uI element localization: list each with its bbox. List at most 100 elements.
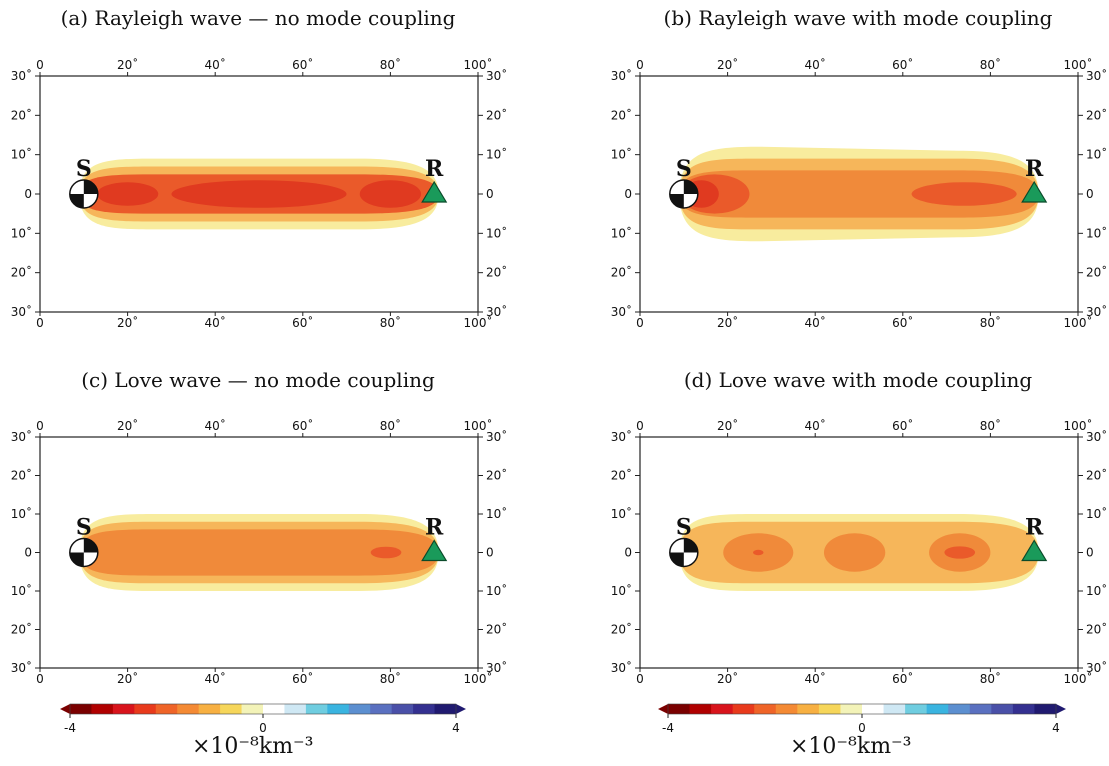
colorbar-segment [818,704,841,714]
x-tick-label-bottom: 0 [36,672,44,686]
kernel-lobe [911,182,1017,206]
y-tick-label-right: 30˚ [486,660,507,675]
colorbar-segment [732,704,755,714]
y-tick-label-right: 20˚ [486,107,507,122]
y-tick-label-right: 10˚ [486,506,507,521]
receiver-label: R [425,515,444,541]
source-label: S [676,515,692,541]
panel-d-title: (d) Love wave with mode coupling [683,368,1033,392]
x-tick-label-bottom: 60˚ [292,671,313,686]
beachball-quadrant [669,552,684,567]
y-tick-label-right: 30˚ [1086,68,1107,83]
panel-b-title: (b) Rayleigh wave with mode coupling [663,6,1053,30]
colorbar-segment [241,704,264,714]
colorbar-segment [284,704,307,714]
colorbar-segment [969,704,992,714]
colorbar-segment [70,704,92,714]
x-tick-label-top: 80˚ [980,57,1001,72]
kernel-lobe [944,546,976,559]
y-tick-label-right: 0 [1086,546,1094,560]
source-beachball-icon [69,179,99,209]
colorbar-segment [668,704,691,714]
colorbar-segment [905,704,928,714]
y-tick-label-left: 30˚ [611,660,632,675]
beachball-quadrant [69,194,84,208]
y-tick-label-right: 0 [1086,187,1094,201]
x-tick-label-bottom: 100˚ [464,671,493,686]
colorbar-segment [883,704,906,714]
colorbar-tick-label: 0 [858,721,866,735]
source-beachball-icon [69,537,99,568]
y-tick-label-left: 20˚ [611,265,632,280]
x-tick-label-top: 80˚ [980,418,1001,433]
colorbar-segment [177,704,200,714]
colorbar-segment [926,704,949,714]
colorbar-segment [862,704,885,714]
x-tick-label-top: 80˚ [380,418,401,433]
y-tick-label-right: 10˚ [1086,506,1107,521]
y-tick-label-left: 0 [624,187,632,201]
colorbar-arrow-left [658,704,668,714]
colorbar-left-unit: ×10⁻⁸km⁻³ [192,734,314,759]
kernel-lobe [753,549,764,556]
colorbar-segment [348,704,371,714]
kernel-band-inner [679,170,1039,218]
x-tick-label-top: 40˚ [805,418,826,433]
source-label: S [76,515,92,541]
colorbar-segment [711,704,734,714]
y-tick-label-left: 10˚ [611,225,632,240]
receiver-triangle-icon [1021,539,1048,562]
y-tick-label-left: 0 [24,546,32,560]
colorbar-segment [775,704,798,714]
x-tick-label-top: 100˚ [1064,57,1093,72]
kernel-lobe [171,180,347,208]
colorbar-segment [754,704,777,714]
x-tick-label-bottom: 40˚ [205,671,226,686]
x-tick-label-bottom: 100˚ [464,315,493,330]
y-tick-label-left: 10˚ [11,506,32,521]
colorbar-segment [413,704,436,714]
x-tick-label-top: 60˚ [292,418,313,433]
source-label: S [76,156,92,182]
colorbar-segment [134,704,157,714]
x-tick-label-top: 40˚ [205,57,226,72]
y-tick-label-left: 30˚ [11,660,32,675]
colorbar-tick-label: 4 [452,721,460,735]
y-tick-label-right: 30˚ [486,68,507,83]
colorbar-arrow-right [1056,704,1066,714]
y-tick-label-left: 10˚ [11,147,32,162]
y-tick-label-left: 20˚ [11,622,32,637]
kernel-b [679,146,1039,242]
colorbar-segment [948,704,971,714]
colorbar-arrow-right [456,704,466,714]
y-tick-label-right: 30˚ [1086,429,1107,444]
x-tick-label-top: 60˚ [892,57,913,72]
beachball-quadrant [683,180,698,194]
x-tick-label-top: 0 [36,58,44,72]
colorbar-tick-label: 4 [1052,721,1060,735]
receiver-label: R [1025,156,1044,182]
colorbar-tick-label: -4 [64,721,76,735]
source-beachball-icon [669,537,699,568]
x-tick-label-top: 80˚ [380,57,401,72]
x-tick-label-bottom: 40˚ [805,671,826,686]
y-tick-label-right: 10˚ [1086,225,1107,240]
y-tick-label-right: 10˚ [486,147,507,162]
y-tick-label-left: 30˚ [611,429,632,444]
y-tick-label-right: 20˚ [1086,265,1107,280]
x-tick-label-bottom: 80˚ [380,671,401,686]
colorbar-arrow-left [60,704,70,714]
y-tick-label-right: 20˚ [486,622,507,637]
colorbar-segment [263,704,285,714]
panel-c-title: (c) Love wave — no mode coupling [81,368,435,392]
colorbar-tick-label: 0 [259,721,267,735]
y-tick-label-left: 10˚ [611,147,632,162]
x-tick-label-top: 20˚ [717,418,738,433]
kernel-lobe [359,180,422,208]
y-tick-label-right: 20˚ [1086,107,1107,122]
receiver-triangle-icon [421,180,448,203]
colorbar-segment [112,704,135,714]
